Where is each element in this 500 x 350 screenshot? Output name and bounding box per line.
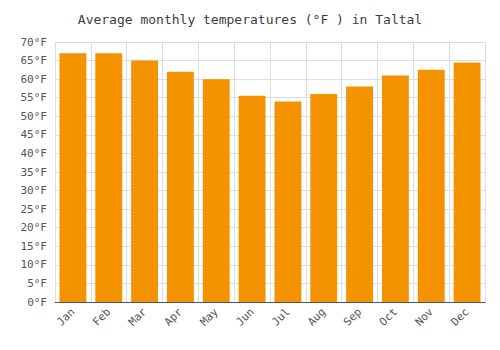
- svg-text:May: May: [198, 305, 221, 328]
- svg-text:60°F: 60°F: [21, 73, 48, 86]
- svg-text:15°F: 15°F: [21, 240, 48, 253]
- svg-text:Feb: Feb: [90, 305, 113, 328]
- svg-text:Nov: Nov: [413, 305, 436, 328]
- svg-text:Apr: Apr: [162, 305, 185, 328]
- svg-text:Mar: Mar: [126, 305, 149, 328]
- svg-text:40°F: 40°F: [21, 147, 48, 160]
- svg-text:Jul: Jul: [269, 305, 292, 328]
- svg-text:Average monthly temperatures (: Average monthly temperatures (°F ) in Ta…: [78, 12, 422, 27]
- svg-text:30°F: 30°F: [21, 184, 48, 197]
- svg-text:45°F: 45°F: [21, 128, 48, 141]
- svg-text:0°F: 0°F: [27, 296, 47, 309]
- svg-text:35°F: 35°F: [21, 166, 48, 179]
- svg-text:Aug: Aug: [305, 305, 328, 328]
- svg-text:70°F: 70°F: [21, 36, 48, 49]
- svg-text:5°F: 5°F: [27, 277, 47, 290]
- svg-text:50°F: 50°F: [21, 110, 48, 123]
- svg-text:Sep: Sep: [341, 305, 364, 328]
- svg-text:10°F: 10°F: [21, 258, 48, 271]
- svg-text:25°F: 25°F: [21, 203, 48, 216]
- svg-text:Oct: Oct: [377, 305, 400, 328]
- svg-text:Jan: Jan: [54, 305, 77, 328]
- svg-text:Dec: Dec: [448, 305, 471, 328]
- svg-text:65°F: 65°F: [21, 54, 48, 67]
- svg-text:55°F: 55°F: [21, 91, 48, 104]
- svg-text:20°F: 20°F: [21, 221, 48, 234]
- svg-text:Jun: Jun: [233, 305, 256, 328]
